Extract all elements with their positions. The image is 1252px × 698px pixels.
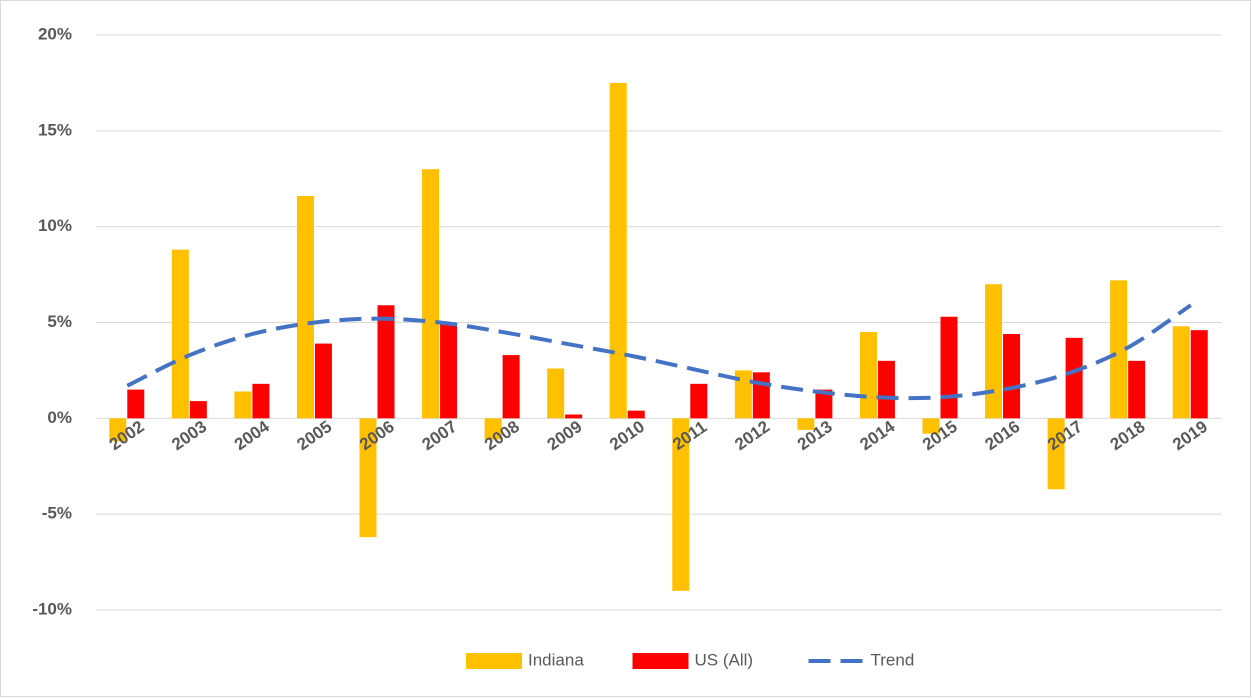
bar: [859, 332, 877, 419]
bar: [1128, 360, 1146, 419]
bar: [1110, 280, 1128, 419]
legend-swatch: [632, 653, 689, 669]
bar: [877, 360, 895, 419]
bar: [127, 389, 145, 419]
bar: [815, 389, 833, 419]
bar: [627, 410, 645, 419]
y-tick-label: 5%: [47, 312, 72, 331]
bar: [690, 383, 708, 419]
y-tick-label: 10%: [38, 216, 72, 235]
bar: [672, 418, 690, 591]
legend-label: Trend: [871, 650, 915, 669]
bar: [234, 391, 252, 419]
bar: [609, 82, 627, 419]
y-tick-label: 0%: [47, 408, 72, 427]
bar: [1172, 326, 1190, 419]
bar: [109, 418, 127, 442]
y-tick-label: 15%: [38, 120, 72, 139]
bar: [440, 322, 458, 419]
bar: [502, 355, 520, 419]
bar: [1065, 337, 1083, 419]
bar: [252, 383, 270, 419]
legend-label: US (All): [695, 650, 754, 669]
y-tick-label: 20%: [38, 24, 72, 43]
bar: [377, 305, 395, 419]
bar: [296, 196, 314, 419]
bar: [565, 414, 583, 419]
bar: [171, 249, 189, 419]
bar: [752, 372, 770, 419]
bar: [484, 418, 502, 440]
bar: [547, 368, 565, 419]
bar: [1190, 330, 1208, 419]
bar: [1047, 418, 1065, 490]
y-tick-label: -10%: [32, 599, 72, 618]
bar: [734, 370, 752, 419]
legend-swatch: [466, 653, 522, 669]
bar: [985, 284, 1003, 419]
legend-label: Indiana: [528, 650, 584, 669]
bar: [922, 418, 940, 434]
bar: [314, 343, 332, 419]
bar: [1003, 334, 1021, 419]
bar: [940, 316, 958, 419]
bar: [422, 169, 440, 419]
bar: [189, 401, 207, 419]
bar: [359, 418, 377, 538]
y-tick-label: -5%: [42, 504, 72, 523]
trend-line: [126, 303, 1192, 401]
bar: [797, 418, 815, 430]
